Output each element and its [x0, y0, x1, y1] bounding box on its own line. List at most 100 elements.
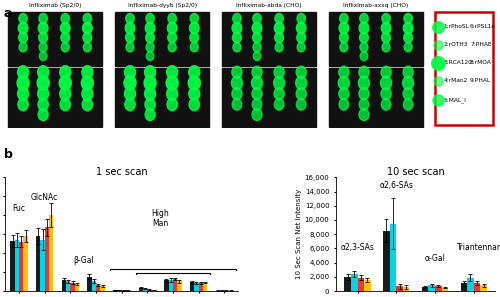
Bar: [115, 12, 210, 66]
Title: Infliximab-axxq (CHO): Infliximab-axxq (CHO): [344, 3, 408, 8]
Circle shape: [189, 87, 200, 100]
Bar: [168, 280, 173, 291]
Circle shape: [126, 42, 134, 52]
Bar: [8, 12, 102, 66]
Circle shape: [404, 99, 413, 110]
Circle shape: [339, 66, 349, 78]
Circle shape: [188, 76, 200, 90]
Bar: [364, 280, 371, 291]
Bar: [24, 236, 28, 291]
Text: GlcNAc: GlcNAc: [31, 193, 58, 202]
Circle shape: [125, 98, 135, 111]
Circle shape: [339, 99, 348, 110]
Circle shape: [83, 13, 92, 23]
Circle shape: [253, 13, 261, 23]
Circle shape: [38, 66, 48, 79]
Circle shape: [17, 76, 29, 90]
Circle shape: [82, 98, 92, 111]
Text: 9:PHAL: 9:PHAL: [470, 78, 491, 83]
Circle shape: [382, 42, 390, 52]
FancyBboxPatch shape: [434, 12, 493, 125]
Circle shape: [38, 22, 48, 34]
Circle shape: [404, 13, 412, 23]
Bar: [92, 281, 96, 291]
Text: Fuc: Fuc: [12, 204, 26, 213]
Bar: [222, 68, 316, 127]
Circle shape: [382, 99, 391, 110]
Text: β-Gal: β-Gal: [73, 255, 94, 265]
Circle shape: [232, 22, 242, 34]
Bar: [222, 12, 316, 66]
Circle shape: [82, 87, 93, 100]
Circle shape: [252, 32, 262, 43]
Circle shape: [166, 76, 178, 90]
Circle shape: [61, 13, 70, 23]
Circle shape: [168, 13, 176, 23]
Bar: [460, 283, 467, 291]
Circle shape: [144, 66, 156, 79]
Circle shape: [144, 76, 156, 90]
Bar: [113, 290, 117, 291]
Circle shape: [38, 87, 48, 100]
Circle shape: [232, 32, 241, 43]
Circle shape: [145, 98, 156, 111]
Circle shape: [253, 52, 261, 61]
Circle shape: [381, 66, 391, 78]
Circle shape: [339, 88, 349, 100]
Bar: [190, 282, 194, 291]
Bar: [329, 68, 423, 127]
Point: [434, 42, 442, 47]
Circle shape: [232, 88, 242, 100]
Text: 5:MAL_I: 5:MAL_I: [444, 97, 466, 102]
Circle shape: [61, 32, 70, 43]
Circle shape: [382, 32, 390, 43]
Bar: [422, 287, 428, 291]
Circle shape: [274, 22, 284, 34]
Circle shape: [39, 42, 47, 52]
Bar: [62, 280, 66, 291]
Circle shape: [403, 66, 413, 78]
Bar: [203, 283, 207, 291]
Bar: [480, 285, 487, 291]
Circle shape: [232, 66, 242, 78]
Text: Triantennary: Triantennary: [457, 243, 500, 252]
Circle shape: [340, 13, 348, 23]
Circle shape: [296, 99, 306, 110]
Bar: [118, 290, 122, 291]
Circle shape: [168, 42, 176, 52]
Circle shape: [18, 66, 28, 79]
Circle shape: [338, 76, 349, 90]
Circle shape: [403, 88, 413, 100]
Text: 1:rPhoSL: 1:rPhoSL: [444, 24, 469, 29]
Circle shape: [297, 13, 306, 23]
Bar: [428, 285, 435, 291]
Text: High
Man: High Man: [152, 209, 169, 228]
Bar: [442, 287, 448, 291]
Circle shape: [232, 13, 241, 23]
Circle shape: [146, 13, 154, 23]
Circle shape: [19, 42, 27, 52]
Circle shape: [340, 42, 348, 52]
Bar: [194, 283, 198, 291]
Circle shape: [296, 22, 306, 34]
Bar: [100, 286, 104, 291]
Bar: [10, 241, 14, 291]
Text: b: b: [4, 148, 13, 162]
Title: Infliximab-dyyb (Sp2/0): Infliximab-dyyb (Sp2/0): [128, 3, 196, 8]
Circle shape: [37, 76, 49, 90]
Text: α-Gal: α-Gal: [424, 254, 446, 263]
Bar: [66, 281, 70, 291]
Circle shape: [83, 32, 92, 43]
Bar: [143, 288, 148, 291]
Bar: [152, 290, 156, 291]
Point: [434, 97, 442, 102]
Circle shape: [19, 13, 28, 23]
Circle shape: [274, 99, 284, 110]
Circle shape: [360, 52, 368, 61]
Circle shape: [124, 76, 136, 90]
Circle shape: [190, 13, 198, 23]
Circle shape: [359, 88, 369, 100]
Bar: [115, 68, 210, 127]
Circle shape: [40, 52, 47, 61]
Circle shape: [340, 32, 348, 43]
